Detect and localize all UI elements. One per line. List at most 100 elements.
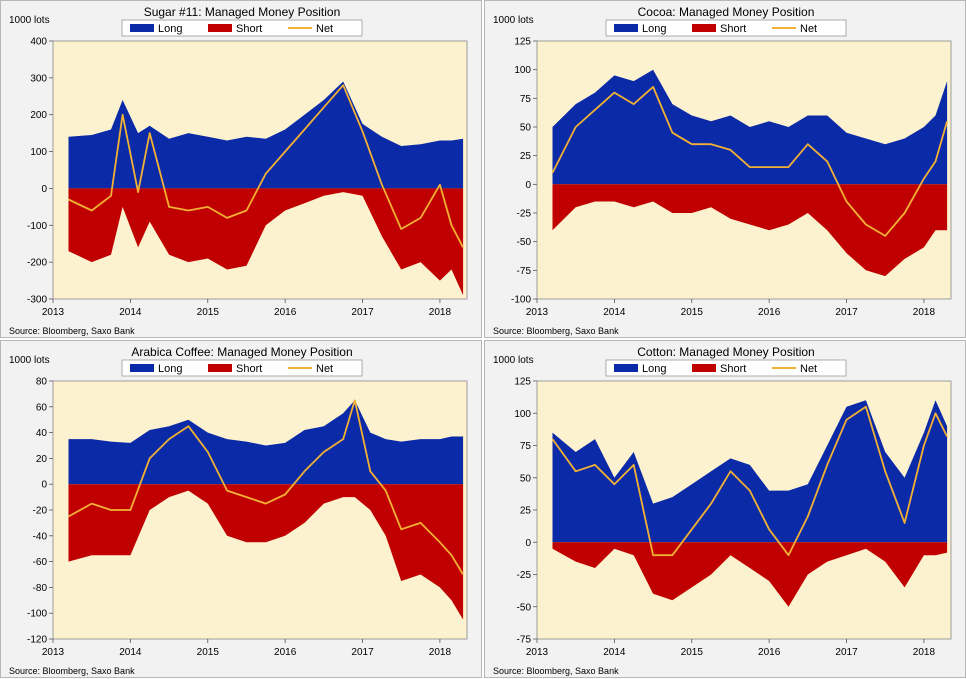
legend-net-label: Net bbox=[316, 363, 333, 375]
short-area bbox=[552, 542, 948, 607]
x-tick-label: 2016 bbox=[758, 647, 781, 658]
x-tick-label: 2015 bbox=[681, 307, 704, 318]
chart-panel: 80 60 40 20 0 -20 -40 -60 -80 -100 -120 2013 2014 201… bbox=[0, 340, 482, 678]
x-tick-label: 2017 bbox=[351, 307, 374, 318]
y-tick-label: 100 bbox=[514, 65, 531, 76]
legend-long-label: Long bbox=[642, 23, 666, 35]
x-tick-label: 2018 bbox=[913, 647, 936, 658]
y-tick-label: 60 bbox=[36, 402, 48, 413]
net-line bbox=[551, 405, 948, 557]
y-tick-label: -100 bbox=[27, 609, 47, 620]
chart-title: Cotton: Managed Money Position bbox=[637, 345, 814, 359]
net-line bbox=[551, 86, 948, 237]
x-tick-label: 2014 bbox=[119, 647, 142, 658]
x-tick-label: 2015 bbox=[197, 307, 220, 318]
legend-short-swatch bbox=[692, 364, 716, 372]
x-tick-label: 2018 bbox=[429, 647, 452, 658]
y-tick-label: 75 bbox=[520, 94, 532, 105]
x-tick-label: 2013 bbox=[42, 307, 65, 318]
y-tick-label: 100 bbox=[514, 409, 531, 420]
legend-long-swatch bbox=[130, 24, 154, 32]
y-tick-label: -80 bbox=[33, 583, 48, 594]
y-tick-label: 0 bbox=[525, 538, 531, 549]
y-tick-label: 0 bbox=[41, 480, 47, 491]
y-tick-label: -300 bbox=[27, 295, 47, 306]
y-tick-label: 200 bbox=[30, 110, 47, 121]
long-area bbox=[552, 400, 948, 543]
source-note: Source: Bloomberg, Saxo Bank bbox=[493, 666, 619, 676]
x-tick-label: 2013 bbox=[526, 647, 549, 658]
long-area bbox=[68, 81, 464, 189]
net-line bbox=[68, 399, 464, 575]
chart-panel: 125 100 75 50 25 0 -25 -50 -75 2013 2014 2015 2016 20… bbox=[484, 340, 966, 678]
legend-short-label: Short bbox=[720, 23, 746, 35]
y-tick-label: -75 bbox=[517, 635, 532, 646]
source-note: Source: Bloomberg, Saxo Bank bbox=[9, 326, 135, 336]
y-tick-label: 50 bbox=[520, 473, 532, 484]
y-tick-label: -100 bbox=[511, 295, 531, 306]
y-tick-label: -100 bbox=[27, 221, 47, 232]
legend-box bbox=[121, 19, 363, 37]
y-tick-label: 125 bbox=[514, 37, 531, 48]
y-tick-label: -50 bbox=[517, 602, 532, 613]
legend-net-label: Net bbox=[316, 23, 333, 35]
y-tick-label: 125 bbox=[514, 377, 531, 388]
legend: Long Short Net bbox=[605, 19, 847, 37]
chart-title: Arabica Coffee: Managed Money Position bbox=[131, 345, 352, 359]
y-tick-label: 100 bbox=[30, 147, 47, 158]
legend-long-label: Long bbox=[158, 363, 182, 375]
y-tick-label: 75 bbox=[520, 441, 532, 452]
short-area bbox=[68, 188, 464, 296]
x-tick-label: 2016 bbox=[274, 307, 297, 318]
short-area bbox=[552, 184, 948, 277]
x-tick-label: 2013 bbox=[526, 307, 549, 318]
legend-short-swatch bbox=[208, 24, 232, 32]
x-tick-label: 2017 bbox=[835, 307, 858, 318]
x-tick-label: 2014 bbox=[603, 647, 626, 658]
y-tick-label: 20 bbox=[36, 454, 48, 465]
legend-box bbox=[605, 359, 847, 377]
y-tick-label: 50 bbox=[520, 123, 532, 134]
x-tick-label: 2017 bbox=[835, 647, 858, 658]
chart-panel: 400 300 200 100 0 -100 -200 -300 2013 2014 2015 201… bbox=[0, 0, 482, 338]
legend: Long Short Net bbox=[121, 359, 363, 377]
x-tick-label: 2015 bbox=[681, 647, 704, 658]
legend-short-label: Short bbox=[236, 23, 262, 35]
legend-box bbox=[121, 359, 363, 377]
x-tick-label: 2017 bbox=[351, 647, 374, 658]
y-tick-label: -25 bbox=[517, 209, 532, 220]
y-tick-label: -50 bbox=[517, 237, 532, 248]
x-tick-label: 2014 bbox=[119, 307, 142, 318]
legend-long-label: Long bbox=[642, 363, 666, 375]
y-tick-label: 25 bbox=[520, 151, 532, 162]
legend-box bbox=[605, 19, 847, 37]
net-line bbox=[68, 84, 464, 248]
source-note: Source: Bloomberg, Saxo Bank bbox=[493, 326, 619, 336]
short-area bbox=[68, 484, 464, 620]
y-tick-label: 300 bbox=[30, 73, 47, 84]
legend-short-swatch bbox=[208, 364, 232, 372]
y-tick-label: 400 bbox=[30, 37, 47, 48]
legend-long-swatch bbox=[130, 364, 154, 372]
y-tick-label: 80 bbox=[36, 377, 48, 388]
legend: Long Short Net bbox=[121, 19, 363, 37]
chart-title: Cocoa: Managed Money Position bbox=[638, 5, 815, 19]
x-tick-label: 2013 bbox=[42, 647, 65, 658]
x-tick-label: 2016 bbox=[274, 647, 297, 658]
y-tick-label: 0 bbox=[525, 180, 531, 191]
legend-long-label: Long bbox=[158, 23, 182, 35]
x-tick-label: 2018 bbox=[913, 307, 936, 318]
y-tick-label: -40 bbox=[33, 531, 48, 542]
y-tick-label: -200 bbox=[27, 258, 47, 269]
legend-net-label: Net bbox=[800, 363, 817, 375]
legend-short-label: Short bbox=[236, 363, 262, 375]
legend-net-label: Net bbox=[800, 23, 817, 35]
y-tick-label: -120 bbox=[27, 635, 47, 646]
y-unit-label: 1000 lots bbox=[493, 15, 534, 26]
legend-long-swatch bbox=[614, 364, 638, 372]
